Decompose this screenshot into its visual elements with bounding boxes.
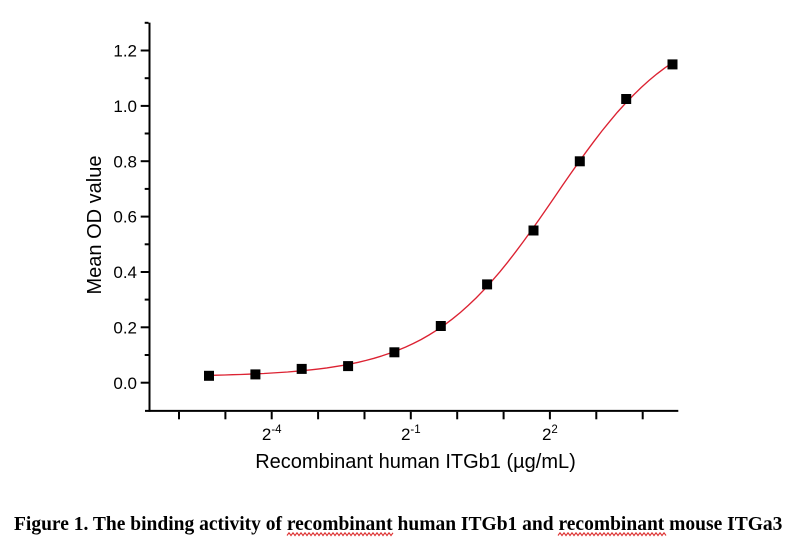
svg-text:0.6: 0.6 bbox=[113, 208, 137, 227]
svg-text:Figure 1. The binding activity: Figure 1. The binding activity of recomb… bbox=[14, 514, 783, 535]
svg-text:1.2: 1.2 bbox=[113, 42, 137, 61]
svg-text:0.2: 0.2 bbox=[113, 318, 137, 337]
svg-text:0.0: 0.0 bbox=[113, 374, 137, 393]
svg-text:0.8: 0.8 bbox=[113, 152, 137, 171]
svg-text:Recombinant human ITGb1 (µg/mL: Recombinant human ITGb1 (µg/mL) bbox=[255, 451, 576, 473]
svg-text:0.4: 0.4 bbox=[113, 263, 137, 282]
svg-text:Mean OD value: Mean OD value bbox=[84, 156, 106, 295]
svg-text:1.0: 1.0 bbox=[113, 97, 137, 116]
